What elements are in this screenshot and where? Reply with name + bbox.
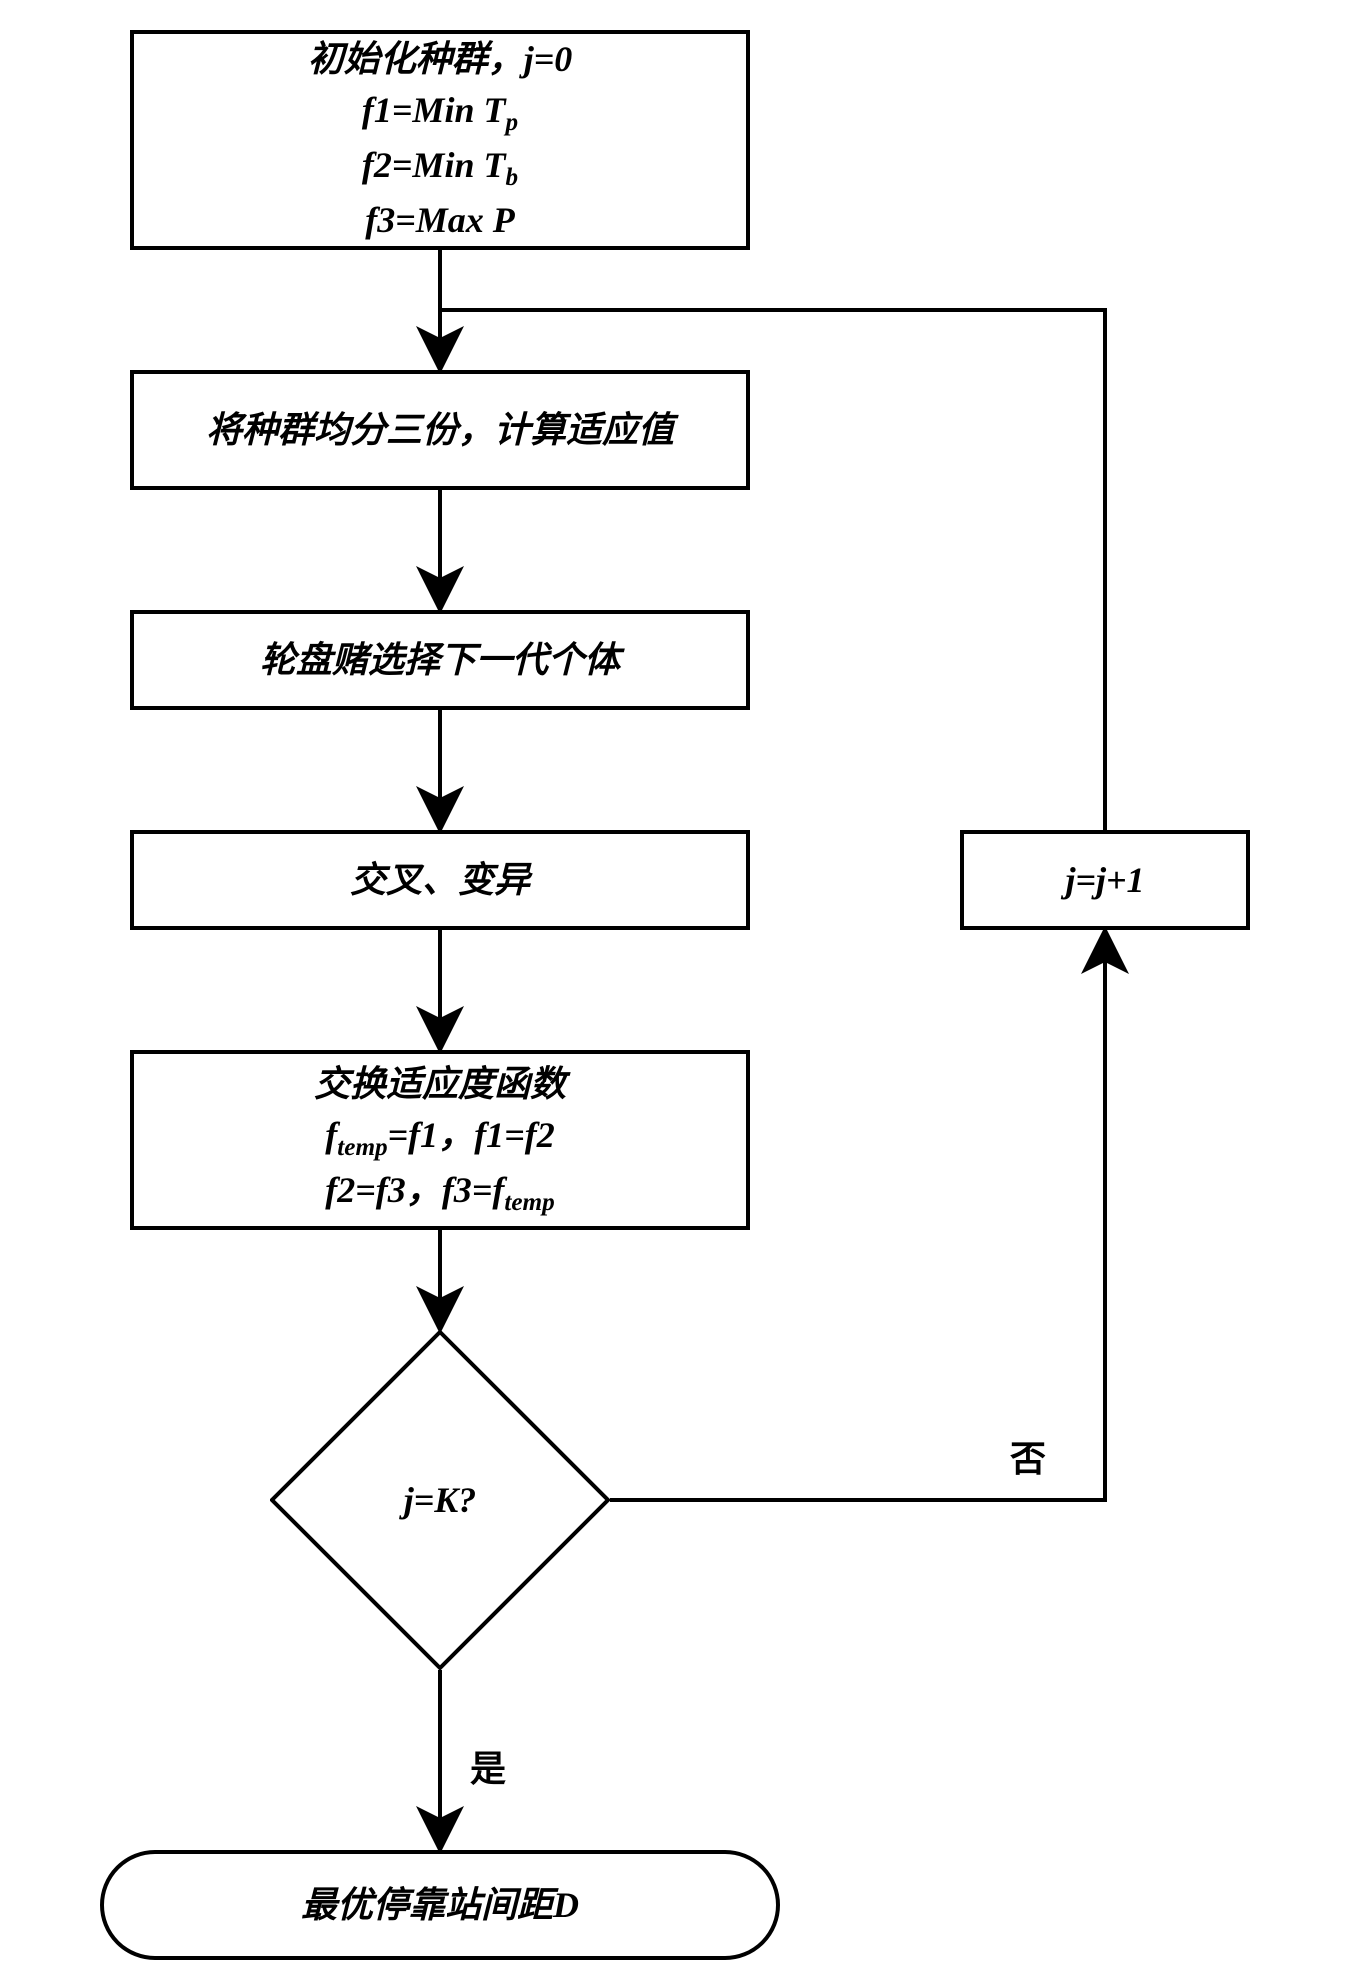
roulette-line-0: 轮盘赌选择下一代个体 [260,635,620,685]
edge-label-yes: 是 [470,1740,506,1792]
edges-layer [0,0,1356,1984]
crossover-node: 交叉、变异 [130,830,750,930]
split-node: 将种群均分三份，计算适应值 [130,370,750,490]
init-line-1: f1=Min Tp [362,85,518,140]
init-line-3: f3=Max P [365,195,515,245]
swap-line-1: ftemp=f1，f1=f2 [325,1110,554,1165]
result-line-0: 最优停靠站间距D [301,1880,579,1930]
init-node: 初始化种群，j=0 f1=Min Tp f2=Min Tb f3=Max P [130,30,750,250]
roulette-node: 轮盘赌选择下一代个体 [130,610,750,710]
decision-node: j=K? [270,1330,610,1670]
swap-line-2: f2=f3，f3=ftemp [325,1165,554,1220]
crossover-line-0: 交叉、变异 [350,855,530,905]
init-line-2: f2=Min Tb [362,140,518,195]
increment-line-0: j=j+1 [1065,855,1144,905]
result-node: 最优停靠站间距D [100,1850,780,1960]
swap-line-0: 交换适应度函数 [314,1059,566,1109]
decision-label: j=K? [404,1479,477,1521]
swap-node: 交换适应度函数 ftemp=f1，f1=f2 f2=f3，f3=ftemp [130,1050,750,1230]
init-line-0: 初始化种群，j=0 [308,34,573,84]
increment-node: j=j+1 [960,830,1250,930]
split-line-0: 将种群均分三份，计算适应值 [206,405,674,455]
edge-label-no: 否 [1010,1430,1046,1482]
